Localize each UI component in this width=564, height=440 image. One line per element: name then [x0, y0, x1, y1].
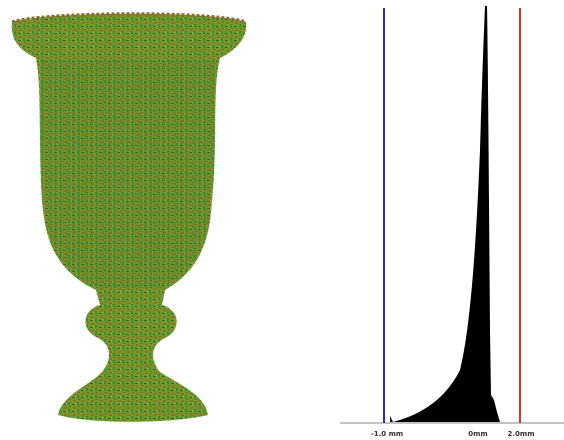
zero-label: 0mm: [468, 430, 487, 438]
upper-label: 2.0mm: [508, 430, 535, 438]
vase: [12, 14, 247, 422]
vase-flutes: [40, 60, 215, 288]
histogram: -1.0 mm 0mm 2.0mm: [340, 6, 564, 438]
page: -1.0 mm 0mm 2.0mm (() => { const data = …: [0, 0, 564, 440]
lower-label: -1.0 mm: [371, 430, 403, 438]
distribution: [390, 6, 500, 422]
figure: -1.0 mm 0mm 2.0mm: [0, 0, 564, 440]
